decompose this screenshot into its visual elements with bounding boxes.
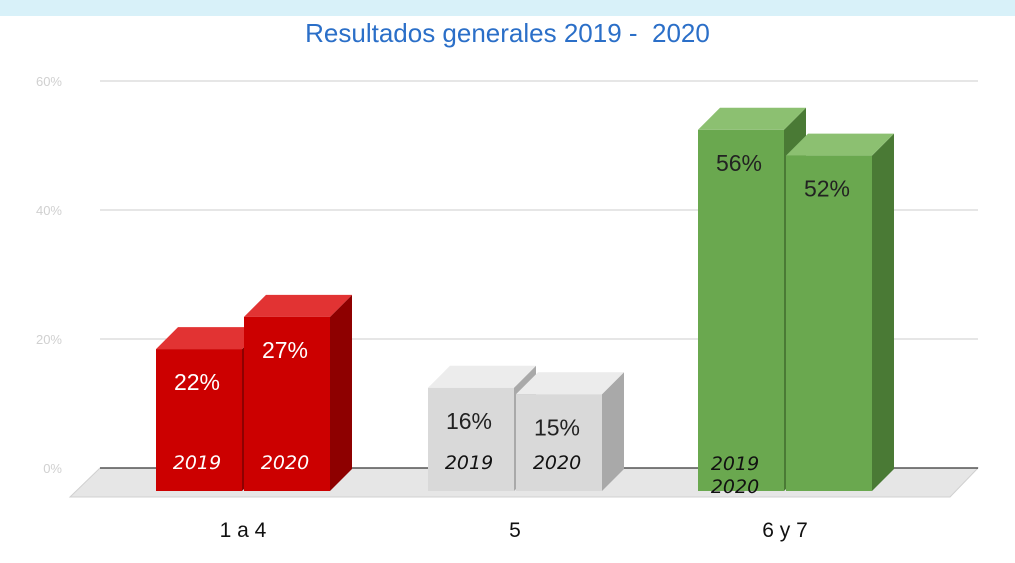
data-label: 22% xyxy=(174,369,220,395)
bar xyxy=(786,155,872,491)
data-label: 16% xyxy=(446,408,492,434)
data-label: 56% xyxy=(716,150,762,176)
top-strip xyxy=(0,0,1015,16)
bar xyxy=(156,349,242,491)
bar-side xyxy=(330,294,352,491)
series-label: 2020 xyxy=(711,476,759,498)
series-label: 2020 xyxy=(533,452,581,474)
bar-top xyxy=(516,372,624,395)
y-tick-label: 20% xyxy=(36,332,62,347)
series-label: 2019 xyxy=(445,452,493,474)
bar-top xyxy=(428,365,536,388)
data-label: 27% xyxy=(262,337,308,363)
y-tick-label: 0% xyxy=(43,461,62,476)
series-label: 2020 xyxy=(261,452,309,474)
x-tick-label: 6 y 7 xyxy=(762,519,808,542)
bar-top xyxy=(244,294,352,317)
bar xyxy=(698,129,784,492)
data-label: 15% xyxy=(534,414,580,440)
bar-side xyxy=(602,372,624,491)
x-tick-label: 5 xyxy=(509,519,521,542)
series-label: 2019 xyxy=(173,452,221,474)
series-label: 2019 xyxy=(711,453,759,475)
chart-title: Resultados generales 2019 - 2020 xyxy=(305,18,710,48)
x-tick-label: 1 a 4 xyxy=(220,519,267,542)
data-label: 52% xyxy=(804,176,850,202)
bar-side xyxy=(872,133,894,491)
bar-top xyxy=(698,107,806,130)
y-tick-label: 60% xyxy=(36,74,62,89)
y-tick-label: 40% xyxy=(36,203,62,218)
bar xyxy=(244,316,330,491)
bar xyxy=(428,387,514,491)
bar xyxy=(516,394,602,491)
bar-top xyxy=(156,327,264,350)
bar-top xyxy=(786,133,894,156)
